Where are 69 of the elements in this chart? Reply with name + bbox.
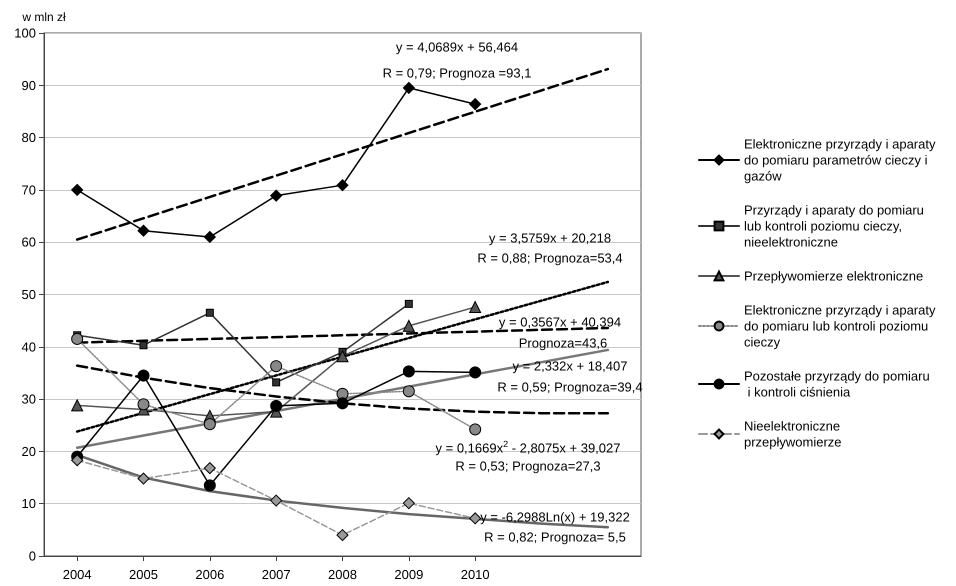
point: [71, 184, 84, 196]
point: [469, 423, 482, 436]
point: [336, 388, 348, 400]
annotation: R = 0,53; Prognoza=27,3: [455, 458, 601, 474]
y-tick-label: 40: [22, 339, 36, 354]
y-tick-label: 100: [14, 26, 36, 40]
legend-label: Elektroniczne przyrządy i aparaty do pomiaru parametrów cieczy i gazów: [744, 136, 940, 184]
point: [469, 512, 482, 524]
x-tick-label: 2009: [394, 567, 424, 582]
point: [336, 179, 348, 192]
point: [402, 320, 415, 332]
point: [71, 332, 84, 345]
point: [204, 418, 216, 430]
annotation: y = 2,332x + 18,407: [512, 358, 628, 374]
y-tick-label: 60: [22, 234, 36, 250]
x-tick-label: 2004: [62, 567, 92, 582]
x-tick-label: 2008: [328, 567, 357, 582]
point: [204, 230, 216, 243]
annotation: R = 0,82; Prognoza= 5,5: [484, 530, 626, 544]
y-tick-label: 0: [28, 548, 36, 564]
point: [272, 378, 280, 386]
y-axis-title: w mln zł: [21, 10, 66, 24]
point: [402, 82, 415, 94]
y-tick-label: 90: [22, 78, 36, 93]
point: [138, 398, 150, 410]
x-tick-label: 2005: [129, 567, 158, 582]
y-tick-label: 80: [22, 130, 36, 146]
legend-label: Elektroniczne przyrządy i aparaty do pomiaru lub kontroli poziomu cieczy: [744, 302, 940, 350]
point: [71, 454, 84, 466]
annotation: y = 3,5759x + 20,218: [488, 230, 612, 246]
point: [469, 98, 482, 110]
point: [270, 400, 282, 412]
y-tick-label: 10: [22, 496, 36, 512]
point: [469, 366, 482, 378]
y-tick-label: 70: [22, 182, 36, 198]
point: [336, 350, 348, 362]
legend-label: Przyrządy i aparaty do pomiaru lub kontroli poziomu cieczy, nieelektroniczne: [744, 202, 928, 250]
annotation: R = 0,79; Prognoza =93,1: [382, 66, 532, 80]
point: [270, 494, 282, 507]
y-tick-label: 50: [22, 287, 36, 302]
point: [204, 462, 216, 474]
point: [204, 479, 216, 492]
point: [270, 190, 282, 202]
x-tick-label: 2006: [195, 567, 224, 582]
legend-label: Nieelektroniczne przepływomierze: [744, 418, 844, 450]
y-tick-label: 20: [22, 444, 36, 459]
point: [206, 308, 214, 317]
annotation: R = 0,88; Prognoza=53,4: [477, 250, 623, 266]
annotation: y = 4,0689x + 56,464: [396, 40, 518, 54]
point: [469, 301, 482, 314]
point: [404, 300, 413, 308]
point: [336, 529, 348, 542]
point: [402, 497, 415, 510]
annotation: Prognoza=43,6: [518, 336, 608, 350]
point: [138, 224, 150, 237]
point: [140, 341, 148, 350]
legend-label: Pozostałe przyrządy do pomiaru i kontroli ciśnienia: [744, 368, 930, 400]
annotation: y = 0,3567x + 40,394: [498, 314, 622, 330]
x-tick-label: 2007: [262, 567, 291, 582]
point: [138, 472, 150, 485]
x-tick-label: 2010: [460, 567, 490, 582]
point: [402, 365, 415, 378]
y-tick-label: 30: [22, 392, 36, 407]
point: [402, 385, 415, 398]
point: [71, 399, 84, 412]
point: [270, 360, 282, 372]
legend-label: Przepływomierze elektroniczne: [744, 268, 924, 284]
point: [336, 397, 348, 410]
point: [138, 370, 150, 382]
